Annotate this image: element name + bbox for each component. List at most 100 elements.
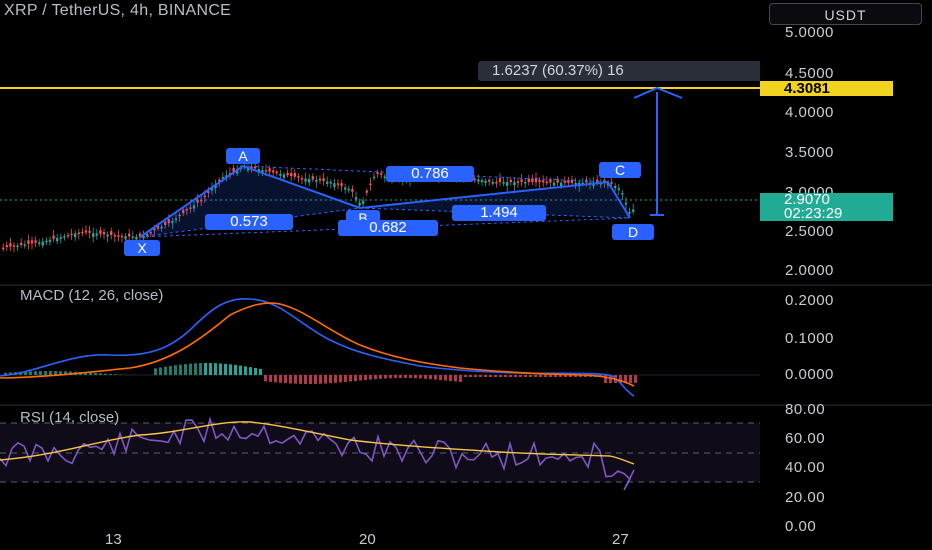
macd-histogram-bar [99, 373, 102, 375]
pattern-ratio-xd: 0.682 [338, 220, 438, 236]
candle-body [563, 180, 566, 183]
macd-histogram-bar [84, 372, 87, 375]
macd-histogram-bar [54, 371, 57, 375]
macd-histogram-bar [504, 375, 507, 377]
macd-histogram-bar [514, 375, 517, 377]
macd-histogram-bar [269, 375, 272, 382]
candle-body [290, 173, 293, 176]
candle-body [545, 181, 548, 184]
candle-body [286, 173, 289, 176]
candle-body [92, 233, 95, 237]
candle-body [189, 207, 192, 209]
price-tick: 4.0000 [785, 104, 834, 121]
macd-histogram-bar [549, 375, 552, 377]
macd-histogram-bar [464, 375, 467, 377]
macd-histogram-bar [444, 375, 447, 381]
candle-body [131, 236, 134, 239]
candle-body [164, 221, 167, 225]
pattern-xd-dotted [139, 217, 631, 238]
pattern-point-c[interactable]: C [599, 162, 641, 178]
candle-body [12, 245, 16, 247]
time-axis-label: 13 [105, 531, 122, 548]
macd-histogram-bar [449, 375, 452, 382]
candle-body [2, 247, 5, 250]
macd-histogram-bar [279, 375, 282, 383]
candle-body [113, 234, 116, 237]
candle-body [340, 183, 343, 187]
candle-body [344, 187, 347, 190]
macd-histogram-bar [469, 375, 472, 377]
macd-pane-label[interactable]: MACD (12, 26, close) [20, 287, 164, 304]
macd-histogram-bar [569, 375, 572, 377]
macd-histogram-bar [329, 375, 332, 384]
candle-body [110, 231, 113, 235]
macd-histogram-bar [389, 375, 392, 379]
price-range-measure-label[interactable]: 1.6237 (60.37%) 16 [478, 61, 760, 81]
macd-histogram-bar [454, 375, 457, 382]
candle-body [300, 178, 304, 180]
harmonic-pattern [139, 164, 631, 238]
candle-body [200, 199, 203, 202]
macd-histogram-bar [214, 363, 217, 375]
macd-histogram-bar [459, 375, 462, 383]
candle-body [520, 179, 523, 182]
macd-histogram-bar [484, 375, 487, 377]
candle-body [318, 178, 322, 181]
macd-histogram-bar [104, 373, 107, 375]
candle-body [362, 200, 365, 204]
candle-body [477, 179, 480, 182]
last-price-tag: 2.9070 02:23:29 [760, 192, 893, 221]
macd-histogram-bar [224, 363, 227, 375]
chart-title: XRP / TetherUS, 4h, BINANCE [4, 2, 232, 19]
candle-body [297, 176, 300, 178]
candle-body [372, 176, 376, 179]
candle-body [567, 179, 570, 183]
macd-histogram-bar [44, 371, 47, 375]
price-tick: 2.0000 [785, 262, 834, 279]
candle-body [81, 231, 84, 234]
candle-body [23, 244, 26, 246]
candle-body [336, 183, 340, 185]
candle-body [185, 208, 188, 211]
macd-histogram-bar [364, 375, 367, 381]
macd-histogram-bar [229, 364, 232, 375]
candle-body [30, 240, 34, 244]
macd-histogram-bar [499, 375, 502, 377]
macd-histogram-bar [284, 375, 287, 384]
macd-histogram-bar [559, 375, 562, 377]
macd-histogram-bar [4, 372, 7, 375]
macd-histogram-bar [629, 375, 632, 383]
candle-body [538, 180, 541, 183]
macd-line [0, 298, 635, 397]
pattern-ratio-bd: 1.494 [452, 205, 546, 221]
macd-histogram-bar [424, 375, 427, 379]
candle-body [542, 180, 545, 183]
candle-body [192, 205, 196, 209]
pattern-point-x[interactable]: X [124, 240, 160, 256]
currency-button[interactable]: USDT [769, 3, 922, 25]
rsi-pane [0, 416, 760, 491]
macd-histogram-bar [204, 363, 207, 375]
macd-tick: 0.0000 [785, 366, 834, 383]
macd-histogram-bar [209, 363, 212, 375]
candle-body [146, 233, 149, 236]
macd-signal-line [0, 302, 635, 387]
candle-body [214, 184, 217, 189]
pattern-point-a[interactable]: A [226, 148, 260, 164]
macd-tick: 0.1000 [785, 330, 834, 347]
macd-histogram-bar [264, 375, 267, 382]
macd-histogram-bar [404, 375, 407, 379]
candle-body [279, 173, 282, 176]
pattern-point-d[interactable]: D [612, 224, 654, 240]
candle-body [491, 182, 494, 184]
macd-histogram-bar [474, 375, 477, 377]
candle-body [272, 170, 275, 173]
macd-histogram-bar [359, 375, 362, 381]
candle-body [210, 188, 214, 191]
candle-body [351, 188, 354, 192]
macd-histogram-bar [324, 375, 327, 384]
macd-histogram-bar [419, 375, 422, 379]
rsi-pane-label[interactable]: RSI (14, close) [20, 409, 120, 426]
candle-body [138, 233, 142, 237]
